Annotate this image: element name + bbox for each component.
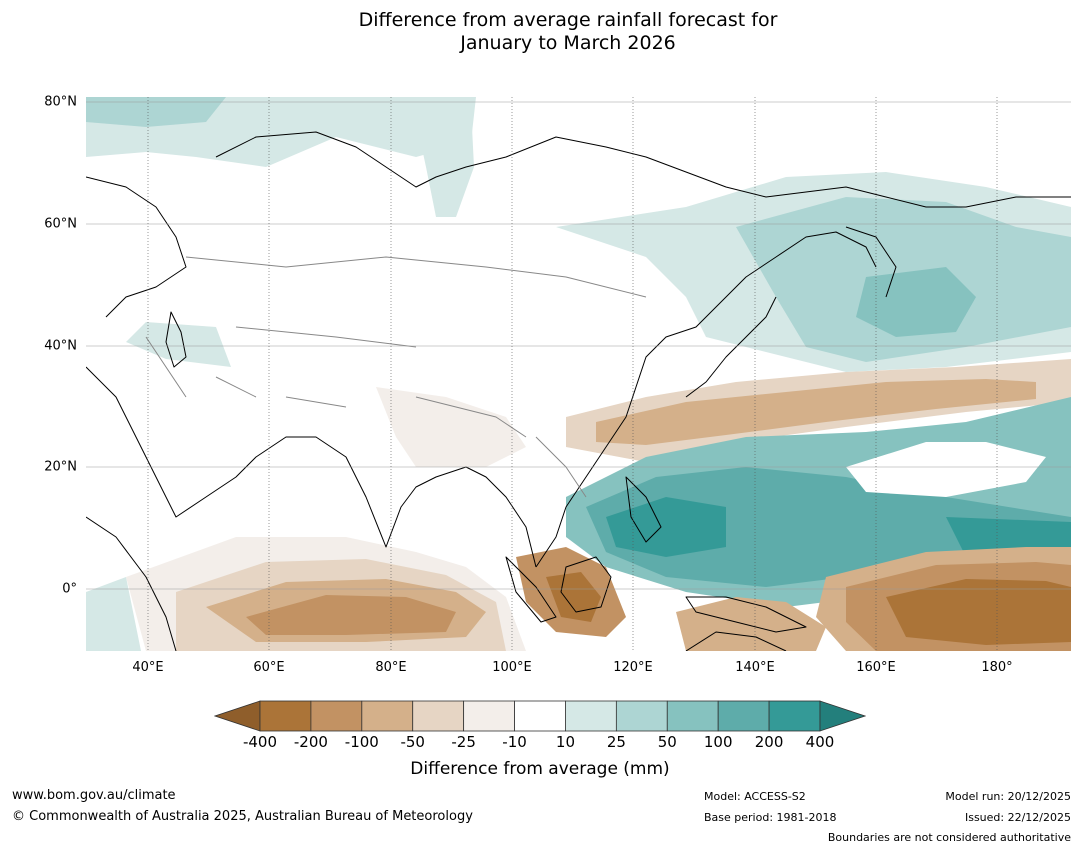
lat-label-20n: 20°N	[44, 459, 77, 475]
coastline-north-eurasia	[215, 131, 1071, 208]
colorbar-swatch-0	[259, 700, 312, 732]
colorbar-swatch-2	[361, 700, 414, 732]
colorbar-swatch-4	[463, 700, 515, 732]
chart-title: Difference from average rainfall forecas…	[0, 9, 1081, 55]
rainfall-anomaly-shading	[86, 97, 1071, 651]
colorbar	[214, 700, 866, 732]
anomaly-region-arctic-wet-core	[86, 97, 226, 127]
coastline-new-guinea	[685, 596, 807, 633]
graticule	[86, 97, 1071, 651]
coastline-caspian	[165, 311, 187, 368]
anomaly-region-tropical-pacific-wet-3	[606, 497, 726, 557]
title-line-2: January to March 2026	[460, 32, 676, 54]
colorbar-tick-label: 25	[606, 733, 626, 751]
footer-issued: Issued: 22/12/2025	[964, 811, 1071, 824]
colorbar-swatch-9	[717, 700, 770, 732]
coastline-australia-north	[685, 631, 787, 651]
coastline-philippines	[625, 476, 662, 543]
colorbar-tick-label: 100	[703, 733, 733, 751]
lon-label-180: 180°	[981, 660, 1013, 675]
lon-label-60e: 60°E	[253, 660, 285, 675]
anomaly-region-indian-ocean-dry-4	[246, 595, 456, 635]
lat-label-0: 0°	[62, 581, 77, 597]
coastline-borneo	[560, 556, 612, 613]
colorbar-tick-label: 50	[657, 733, 677, 751]
lon-label-100e: 100°E	[492, 660, 532, 675]
colorbar-tick-label: 10	[555, 733, 575, 751]
lon-label-120e: 120°E	[613, 660, 653, 675]
footer-base-period: Base period: 1981-2018	[704, 811, 837, 824]
lon-label-140e: 140°E	[735, 660, 775, 675]
colorbar-tick-label: 400	[805, 733, 835, 751]
anomaly-region-africa-wet	[86, 577, 141, 651]
colorbar-title: Difference from average (mm)	[410, 759, 670, 779]
title-line-1: Difference from average rainfall forecas…	[358, 9, 778, 31]
colorbar-tick-label: -10	[502, 733, 527, 751]
colorbar-swatch-3	[412, 700, 465, 732]
colorbar-tick-label: -25	[451, 733, 476, 751]
footer-copyright: © Commonwealth of Australia 2025, Austra…	[12, 809, 473, 824]
coastline-kamchatka	[845, 226, 897, 298]
lat-label-60n: 60°N	[44, 216, 77, 232]
lat-label-40n: 40°N	[44, 338, 77, 354]
anomaly-region-n-australia-dry	[676, 597, 826, 651]
colorbar-extend-high	[819, 700, 866, 732]
colorbar-tick-label: 200	[754, 733, 784, 751]
coastline-sumatra	[505, 556, 557, 623]
anomaly-region-subtropical-dry-2	[596, 379, 1036, 445]
coastline-africa-east	[86, 516, 177, 651]
anomaly-region-central-pacific-light	[846, 442, 1046, 497]
colorbar-swatch-1	[310, 700, 363, 732]
coastline-arabia-india	[86, 366, 537, 568]
coastlines-and-borders	[86, 131, 1071, 651]
lon-label-80e: 80°E	[375, 660, 407, 675]
anomaly-region-central-asia-wet	[126, 322, 231, 367]
coastline-japan	[685, 296, 777, 398]
colorbar-tick-label: -200	[293, 733, 328, 751]
lat-label-80n: 80°N	[44, 94, 77, 110]
anomaly-region-himalaya-dry	[376, 387, 526, 467]
footer-model: Model: ACCESS-S2	[704, 790, 806, 803]
footer-website: www.bom.gov.au/climate	[12, 788, 176, 803]
colorbar-tick-label: -100	[344, 733, 379, 751]
footer-disclaimer: Boundaries are not considered authoritat…	[827, 831, 1071, 844]
colorbar-swatch-10	[768, 700, 821, 732]
anomaly-region-eq-pacific-dry-core	[886, 579, 1071, 645]
colorbar-swatch-5	[514, 700, 566, 732]
colorbar-swatch-7	[615, 700, 668, 732]
footer-model-run: Model run: 20/12/2025	[945, 790, 1071, 803]
coastline-europe-west	[86, 176, 187, 318]
lon-label-160e: 160°E	[856, 660, 896, 675]
colorbar-extend-low	[214, 700, 261, 732]
colorbar-tick-label: -400	[242, 733, 278, 751]
colorbar-swatch-8	[666, 700, 719, 732]
anomaly-region-siberia-wet	[411, 97, 474, 217]
map-canvas	[86, 97, 1071, 651]
rainfall-map	[86, 97, 1071, 651]
colorbar-tick-label: -50	[400, 733, 425, 751]
anomaly-region-npacific-wet-3	[856, 267, 976, 337]
colorbar-swatch-6	[565, 700, 617, 732]
lon-label-40e: 40°E	[132, 660, 164, 675]
